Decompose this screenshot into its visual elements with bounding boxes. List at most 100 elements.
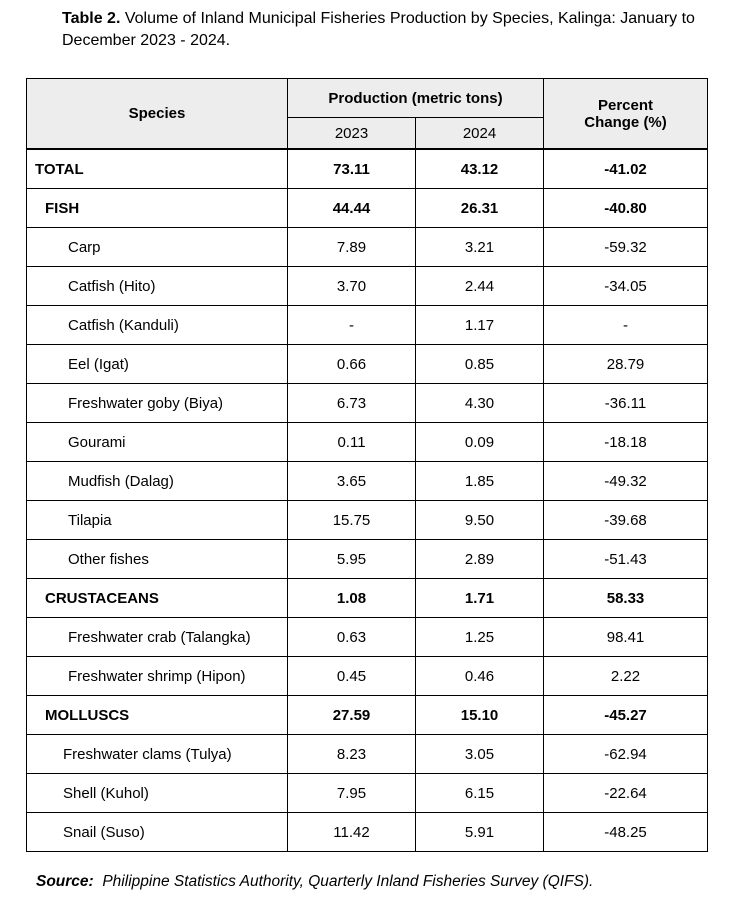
percent-change-cell: 58.33 (543, 578, 709, 618)
table-row: Mudfish (Dalag) 3.65 1.85 -49.32 (26, 461, 709, 501)
value-2023-cell: 15.75 (287, 500, 416, 540)
value-2024-cell: 2.44 (414, 266, 545, 306)
value-2023-cell: - (287, 305, 416, 345)
value-2023-cell: 0.63 (287, 617, 416, 657)
table-row: Shell (Kuhol) 7.95 6.15 -22.64 (26, 773, 709, 813)
table-row: Carp 7.89 3.21 -59.32 (26, 227, 709, 267)
percent-change-cell: -39.68 (543, 500, 709, 540)
table-title-label: Table 2. (62, 10, 121, 27)
value-2023-cell: 44.44 (287, 188, 416, 228)
value-2023-cell: 6.73 (287, 383, 416, 423)
value-2024-cell: 26.31 (414, 188, 545, 228)
value-2023-cell: 11.42 (287, 812, 416, 852)
percent-change-header: Percent Change (%) (543, 78, 709, 150)
value-2024-cell: 0.46 (414, 656, 545, 696)
species-cell: Eel (Igat) (26, 344, 288, 384)
species-cell: Shell (Kuhol) (26, 773, 288, 813)
value-2023-cell: 0.66 (287, 344, 416, 384)
value-2024-cell: 9.50 (414, 500, 545, 540)
percent-change-cell: -51.43 (543, 539, 709, 579)
species-cell: Snail (Suso) (26, 812, 288, 852)
value-2024-cell: 1.25 (414, 617, 545, 657)
percent-change-cell: -49.32 (543, 461, 709, 501)
table-body: TOTAL 73.11 43.12 -41.02 FISH 44.44 26.31 -40.8… (26, 148, 709, 852)
table-row: MOLLUSCS 27.59 15.10 -45.27 (26, 695, 709, 735)
table-row: Other fishes 5.95 2.89 -51.43 (26, 539, 709, 579)
table-title-text: Volume of Inland Municipal Fisheries Pro… (62, 10, 695, 49)
table-row: Catfish (Hito) 3.70 2.44 -34.05 (26, 266, 709, 306)
percent-change-cell: 28.79 (543, 344, 709, 384)
table-row: TOTAL 73.11 43.12 -41.02 (26, 148, 709, 189)
table-row: Freshwater shrimp (Hipon) 0.45 0.46 2.22 (26, 656, 709, 696)
species-cell: Freshwater clams (Tulya) (26, 734, 288, 774)
value-2024-cell: 4.30 (414, 383, 545, 423)
value-2023-cell: 27.59 (287, 695, 416, 735)
percent-change-cell: -22.64 (543, 773, 709, 813)
percent-change-cell: -34.05 (543, 266, 709, 306)
percent-change-cell: 2.22 (543, 656, 709, 696)
value-2023-cell: 0.11 (287, 422, 416, 462)
percent-change-cell: -18.18 (543, 422, 709, 462)
percent-change-cell: - (543, 305, 709, 345)
species-cell: Catfish (Hito) (26, 266, 288, 306)
production-header: Production (metric tons) (286, 78, 545, 118)
species-cell: Freshwater crab (Talangka) (26, 617, 288, 657)
species-header: Species (26, 78, 288, 150)
species-cell: FISH (26, 188, 288, 228)
header-row-top: Species Production (metric tons) Percent… (26, 78, 709, 150)
percent-change-cell: -48.25 (543, 812, 709, 852)
table-row: Eel (Igat) 0.66 0.85 28.79 (26, 344, 709, 384)
table-title: Table 2. Volume of Inland Municipal Fish… (62, 8, 712, 52)
species-cell: Freshwater shrimp (Hipon) (26, 656, 288, 696)
percent-change-cell: -40.80 (543, 188, 709, 228)
value-2024-cell: 3.21 (414, 227, 545, 267)
year-2023-header: 2023 (287, 117, 416, 150)
header-row-years: 2023 2024 (27, 117, 708, 150)
species-cell: MOLLUSCS (26, 695, 288, 735)
table-row: Freshwater goby (Biya) 6.73 4.30 -36.11 (26, 383, 709, 423)
species-cell: Mudfish (Dalag) (26, 461, 288, 501)
value-2023-cell: 1.08 (287, 578, 416, 618)
value-2024-cell: 43.12 (414, 148, 545, 189)
value-2024-cell: 0.85 (414, 344, 545, 384)
table-row: CRUSTACEANS 1.08 1.71 58.33 (26, 578, 709, 618)
species-cell: CRUSTACEANS (26, 578, 288, 618)
value-2024-cell: 6.15 (414, 773, 545, 813)
table-row: Tilapia 15.75 9.50 -39.68 (26, 500, 709, 540)
value-2023-cell: 7.89 (287, 227, 416, 267)
value-2023-cell: 73.11 (287, 148, 416, 189)
source-note: Source: Philippine Statistics Authority,… (36, 873, 593, 891)
source-text: Philippine Statistics Authority, Quarter… (102, 873, 594, 890)
percent-change-cell: -45.27 (543, 695, 709, 735)
value-2024-cell: 1.85 (414, 461, 545, 501)
value-2024-cell: 0.09 (414, 422, 545, 462)
percent-change-cell: 98.41 (543, 617, 709, 657)
value-2024-cell: 15.10 (414, 695, 545, 735)
percent-change-cell: -36.11 (543, 383, 709, 423)
species-cell: Freshwater goby (Biya) (26, 383, 288, 423)
table-row: Gourami 0.11 0.09 -18.18 (26, 422, 709, 462)
source-label: Source: (36, 873, 94, 890)
value-2024-cell: 3.05 (414, 734, 545, 774)
percent-change-cell: -59.32 (543, 227, 709, 267)
value-2023-cell: 8.23 (287, 734, 416, 774)
value-2023-cell: 3.70 (287, 266, 416, 306)
species-cell: Other fishes (26, 539, 288, 579)
value-2024-cell: 1.17 (414, 305, 545, 345)
value-2023-cell: 7.95 (287, 773, 416, 813)
value-2024-cell: 5.91 (414, 812, 545, 852)
species-cell: Catfish (Kanduli) (26, 305, 288, 345)
table-row: Freshwater crab (Talangka) 0.63 1.25 98.41 (26, 617, 709, 657)
species-cell: Carp (26, 227, 288, 267)
percent-change-cell: -62.94 (543, 734, 709, 774)
percent-change-cell: -41.02 (543, 148, 709, 189)
species-cell: Gourami (26, 422, 288, 462)
value-2023-cell: 5.95 (287, 539, 416, 579)
value-2024-cell: 2.89 (414, 539, 545, 579)
fisheries-production-table: Species Production (metric tons) Percent… (26, 78, 709, 852)
table-row: Freshwater clams (Tulya) 8.23 3.05 -62.94 (26, 734, 709, 774)
species-cell: Tilapia (26, 500, 288, 540)
year-2024-header: 2024 (414, 117, 545, 150)
table-row: Snail (Suso) 11.42 5.91 -48.25 (26, 812, 709, 852)
table-row: FISH 44.44 26.31 -40.80 (26, 188, 709, 228)
